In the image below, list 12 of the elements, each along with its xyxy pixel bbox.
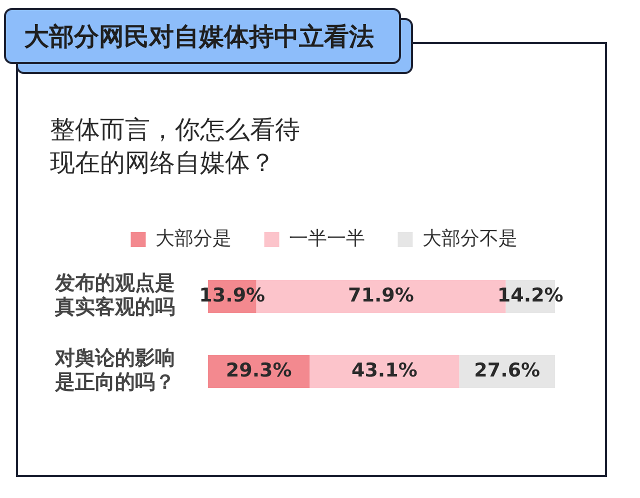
legend-label: 大部分是 [155,227,232,250]
data-label: 29.3% [226,359,292,382]
data-label: 14.2% [497,284,564,306]
bar [310,355,460,388]
chart-subtitle: 整体而言，你怎么看待现在的网络自媒体？ [50,114,301,179]
data-label: 71.9% [348,284,414,306]
title-banner: 大部分网民对自媒体持中立看法 [4,8,401,64]
data-label: 43.1% [351,359,418,382]
legend-label: 大部分不是 [422,227,518,250]
legend-label: 一半一半 [288,227,365,250]
data-label: 27.6% [474,359,540,382]
chart-title: 大部分网民对自媒体持中立看法 [24,22,374,51]
